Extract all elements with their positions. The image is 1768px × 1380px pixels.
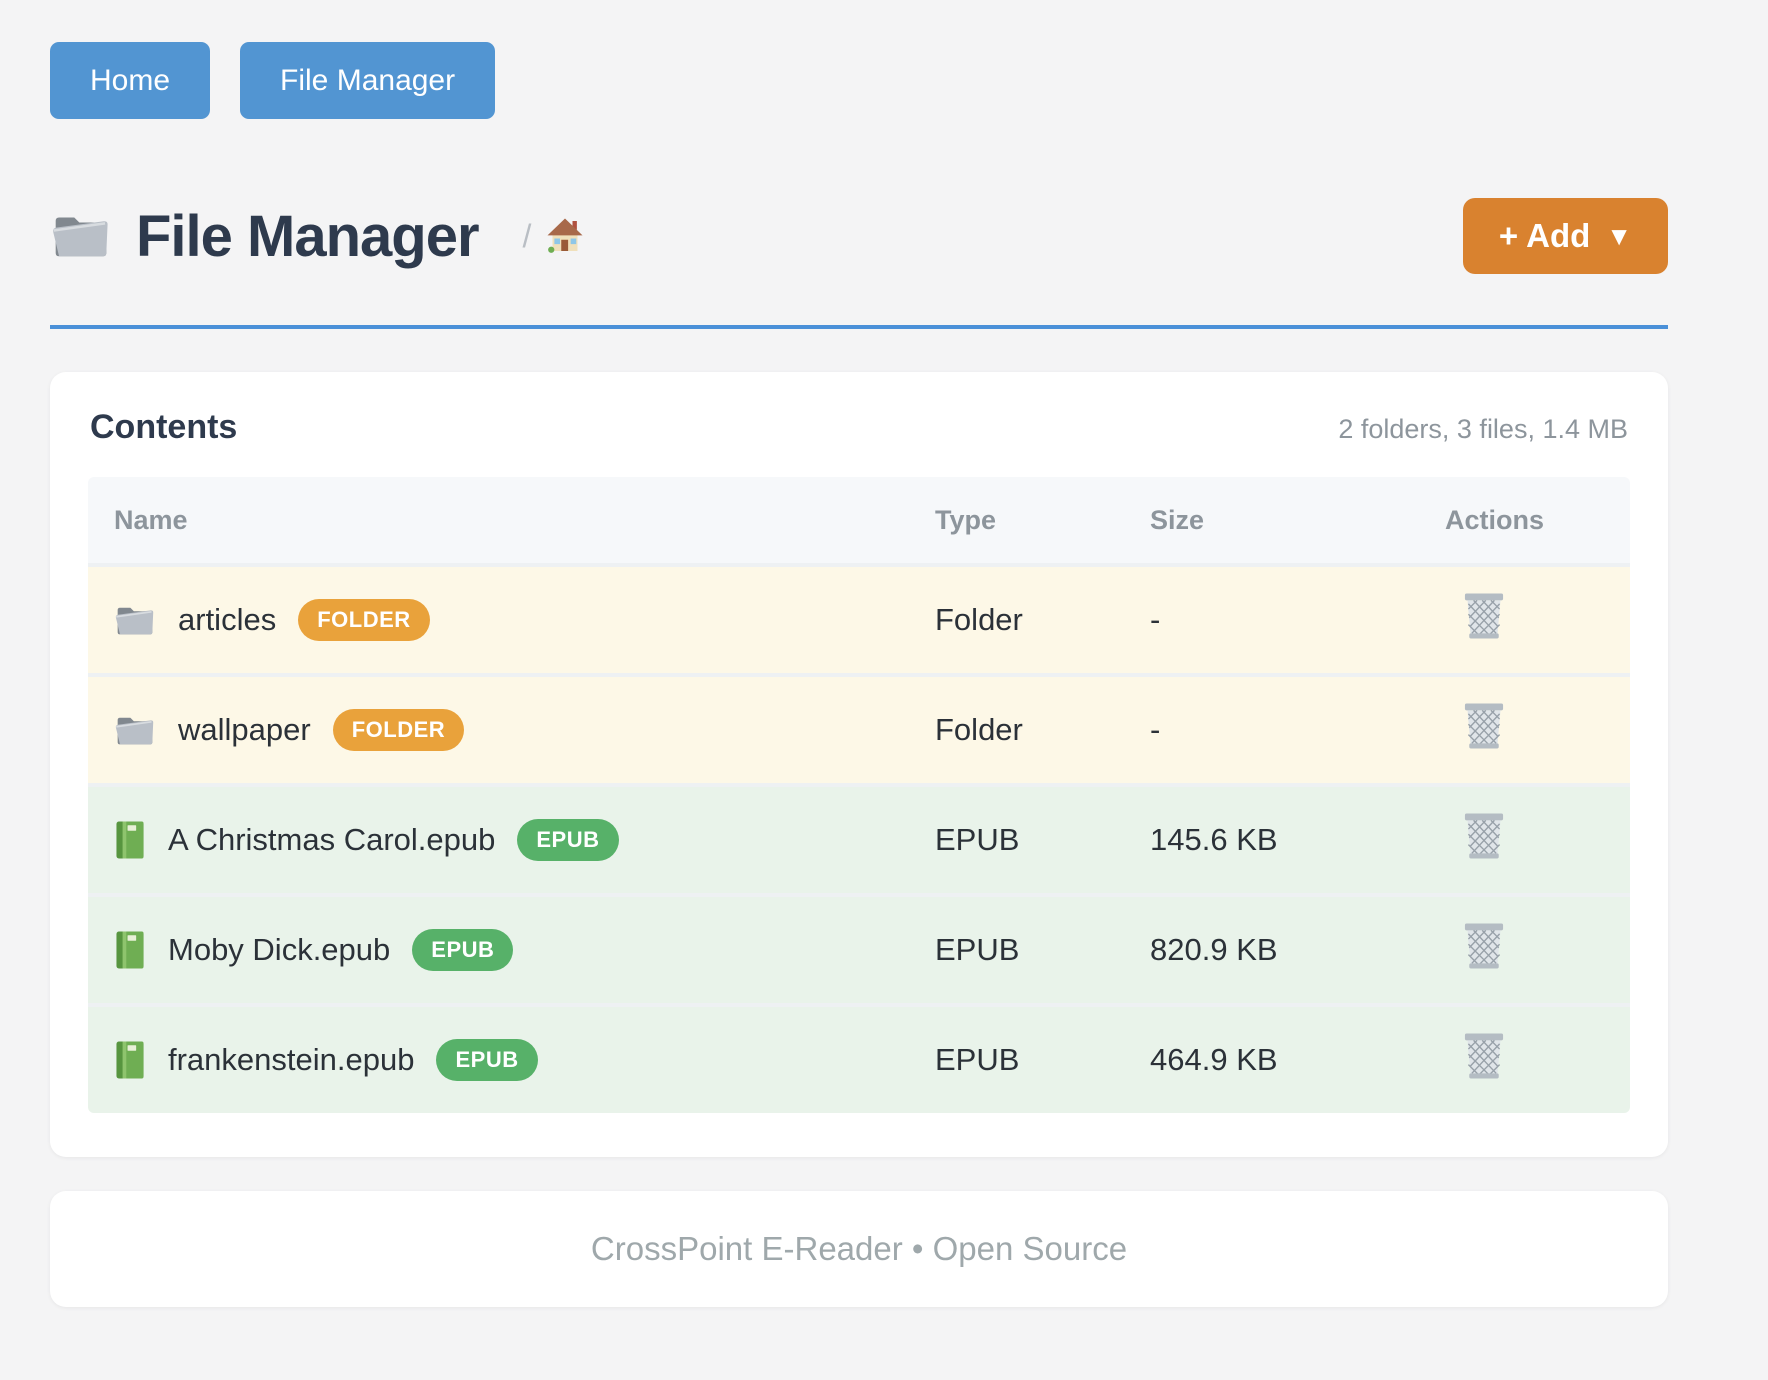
breadcrumb: / [523,216,586,256]
contents-card-header: Contents 2 folders, 3 files, 1.4 MB [88,408,1630,447]
name-cell: wallpaper FOLDER [88,709,935,751]
type-badge: FOLDER [332,709,465,751]
wastebasket-icon [1461,1033,1507,1085]
file-type: EPUB [935,822,1020,857]
file-size: 464.9 KB [1150,1042,1278,1077]
table-row[interactable]: articles FOLDER Folder - [88,563,1630,673]
delete-button[interactable] [1461,1030,1507,1082]
page: Home File Manager File Manager / [50,42,1668,1307]
table-row[interactable]: A Christmas Carol.epub EPUB EPUB 145.6 K… [88,783,1630,893]
file-size: 820.9 KB [1150,932,1278,967]
folder-icon [114,712,156,749]
footer-card: CrossPoint E-Reader • Open Source [50,1191,1668,1307]
contents-heading: Contents [90,408,238,446]
table-body: articles FOLDER Folder - [88,563,1630,1113]
name-cell: A Christmas Carol.epub EPUB [88,819,935,861]
contents-summary: 2 folders, 3 files, 1.4 MB [1338,414,1628,444]
wastebasket-icon [1461,923,1507,975]
wastebasket-icon [1461,813,1507,865]
column-header-actions: Actions [1445,504,1545,535]
file-name[interactable]: frankenstein.epub [168,1042,415,1077]
file-size: - [1150,712,1161,747]
house-icon[interactable] [545,216,585,256]
file-type: EPUB [935,1042,1020,1077]
type-badge: FOLDER [298,599,430,641]
page-title: File Manager [136,203,480,269]
name-cell: frankenstein.epub EPUB [88,1039,935,1081]
file-name[interactable]: A Christmas Carol.epub [168,822,496,857]
file-name[interactable]: wallpaper [178,712,311,747]
file-table: Name Type Size Actions [88,477,1630,1113]
chevron-down-icon: ▼ [1606,220,1632,251]
green-book-icon [114,930,146,970]
type-badge: EPUB [517,819,619,861]
footer-text: CrossPoint E-Reader • Open Source [590,1230,1128,1267]
delete-button[interactable] [1461,590,1507,642]
file-type: Folder [935,712,1023,747]
file-name[interactable]: articles [178,602,277,637]
top-nav: Home File Manager [50,42,1668,119]
home-button[interactable]: Home [50,42,211,119]
breadcrumb-separator: / [522,217,532,254]
file-manager-button[interactable]: File Manager [240,42,496,119]
name-cell: Moby Dick.epub EPUB [88,929,935,971]
delete-button[interactable] [1461,920,1507,972]
delete-button[interactable] [1461,810,1507,862]
column-header-type: Type [935,504,997,535]
table-header-row: Name Type Size Actions [88,477,1630,563]
header-divider [50,325,1668,329]
folder-icon [114,602,156,639]
file-type: EPUB [935,932,1020,967]
type-badge: EPUB [412,929,514,971]
name-cell: articles FOLDER [88,599,935,641]
page-header: File Manager / + Add ▼ [50,193,1668,279]
file-size: 145.6 KB [1150,822,1278,857]
table-row[interactable]: frankenstein.epub EPUB EPUB 464.9 KB [88,1003,1630,1113]
add-button-label: + Add [1498,217,1591,254]
wastebasket-icon [1461,593,1507,645]
type-badge: EPUB [436,1039,538,1081]
title-wrap: File Manager / [50,203,585,270]
green-book-icon [114,820,146,860]
contents-card: Contents 2 folders, 3 files, 1.4 MB Name… [50,372,1668,1157]
table-row[interactable]: wallpaper FOLDER Folder - [88,673,1630,783]
table-row[interactable]: Moby Dick.epub EPUB EPUB 820.9 KB [88,893,1630,1003]
file-name[interactable]: Moby Dick.epub [168,932,391,967]
column-header-name: Name [114,504,188,535]
add-button[interactable]: + Add ▼ [1462,198,1668,274]
folder-icon [50,209,112,263]
delete-button[interactable] [1461,700,1507,752]
green-book-icon [114,1040,146,1080]
file-type: Folder [935,602,1023,637]
wastebasket-icon [1461,703,1507,755]
file-size: - [1150,602,1161,637]
column-header-size: Size [1150,504,1205,535]
